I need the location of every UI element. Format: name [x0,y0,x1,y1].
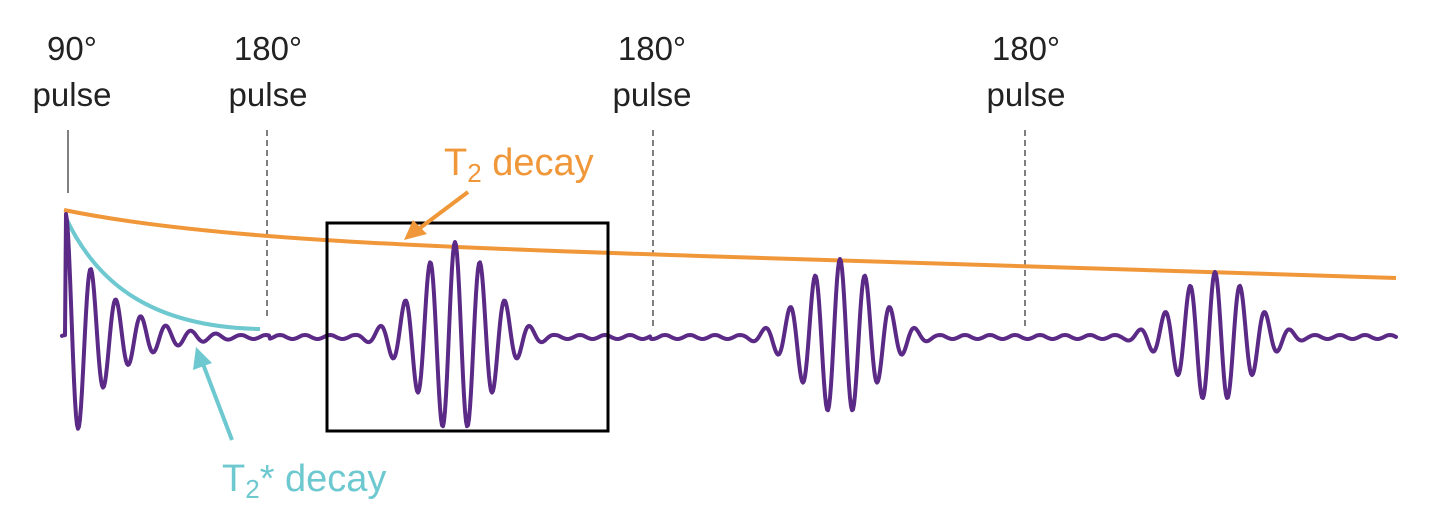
pulse-label-180-second: 180° pulse [613,30,692,113]
t2star-decay-arrow [193,347,234,441]
t2star-decay-curve [64,217,261,331]
signal-waveform [60,212,1398,431]
t2-decay-arrow [404,190,470,240]
pulse-label-90-angle: 90° [47,30,97,67]
t2star-label-rest: * decay [260,458,387,500]
t2star-label-main: T [222,458,245,500]
t2-decay-curve [63,208,1397,280]
pulse-label-180-first: 180° pulse [229,30,308,113]
pulse-label-180-second-angle: 180° [618,30,686,67]
pulse-label-180-first-angle: 180° [234,30,302,67]
pulse-label-180-third: 180° pulse [987,30,1066,113]
t2star-label-sub: 2 [245,474,259,504]
t2-decay-label: T2 decay [444,142,594,188]
pulse-label-90: 90° pulse [33,30,112,113]
pulse-label-180-third-angle: 180° [992,30,1060,67]
pulse-label-180-second-word: pulse [613,76,692,113]
t2-label-rest: decay [482,142,594,184]
t2-label-sub: 2 [467,158,481,188]
pulse-label-180-third-word: pulse [987,76,1066,113]
echo-highlight-box [325,221,610,433]
pulse-label-180-first-word: pulse [229,76,308,113]
t2star-decay-label: T2* decay [222,458,386,504]
t2-label-main: T [444,142,467,184]
pulse-label-90-word: pulse [33,76,112,113]
